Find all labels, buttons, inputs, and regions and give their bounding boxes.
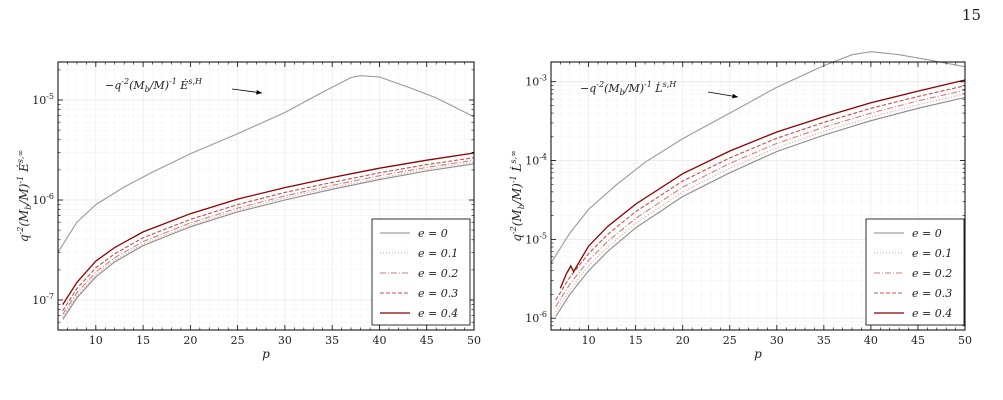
chart-angular: 10 15 20 25 30 35 40 45 50 10-6 10-5 10-4 10-3 p q-2(M… — [509, 51, 972, 361]
y-tick-label: 10-6 — [525, 310, 547, 325]
series-line — [555, 96, 966, 317]
x-tick-label: 35 — [817, 334, 831, 347]
series-line — [555, 89, 966, 307]
x-tick-label: 30 — [770, 334, 784, 347]
y-axis-label: q-2(Mb/M)-1 Ės,∞ — [16, 150, 33, 242]
arrow-head — [732, 93, 738, 99]
series-line — [559, 79, 966, 289]
x-tick-label: 20 — [183, 334, 197, 347]
y-tick-label: 10-3 — [525, 74, 547, 89]
legend-label: e = 0.3 — [912, 287, 952, 300]
series-line — [555, 93, 966, 313]
x-axis-label: p — [262, 347, 270, 361]
legend-label: e = 0.2 — [418, 267, 458, 280]
y-tick-label: 10-5 — [525, 231, 547, 246]
series-line — [62, 163, 475, 320]
x-tick-label: 25 — [231, 334, 245, 347]
legend-label: e = 0 — [912, 227, 942, 240]
x-tick-label: 15 — [136, 334, 150, 347]
legend-label: e = 0.4 — [418, 307, 458, 320]
series-line — [62, 159, 475, 315]
legend-label: e = 0.3 — [418, 287, 458, 300]
legend-box — [371, 218, 471, 326]
legend-box — [865, 218, 965, 326]
y-tick-label: 10-7 — [32, 292, 54, 307]
horizon-annotation: −q-2(Mb/M)-1 L̇s,H — [580, 80, 677, 97]
y-tick-label: 10-5 — [32, 92, 54, 107]
series-line — [62, 152, 475, 305]
legend-label: e = 0.1 — [912, 247, 952, 260]
x-tick-label: 10 — [89, 334, 103, 347]
x-tick-label: 30 — [278, 334, 292, 347]
series-line — [62, 157, 475, 312]
x-tick-label: 15 — [629, 334, 643, 347]
chart-energy: 10 15 20 25 30 35 40 45 50 10-7 10-6 10-5 p q-2(Mb/M)… — [16, 61, 481, 361]
x-tick-label: 25 — [723, 334, 737, 347]
legend-label: e = 0.1 — [418, 247, 458, 260]
legend-label: e = 0.4 — [912, 307, 952, 320]
x-tick-label: 35 — [325, 334, 339, 347]
x-tick-label: 20 — [676, 334, 690, 347]
series-line — [555, 85, 966, 301]
horizon-curve — [57, 75, 475, 253]
x-tick-label: 50 — [467, 334, 481, 347]
x-tick-label: 10 — [582, 334, 596, 347]
y-axis-label: q-2(Mb/M)-1 L̇s,∞ — [509, 150, 526, 242]
grid — [550, 62, 966, 330]
x-tick-label: 40 — [372, 334, 386, 347]
x-axis-label: p — [754, 347, 762, 361]
arrow-head — [256, 89, 262, 95]
x-tick-label: 50 — [958, 334, 972, 347]
series-line — [62, 161, 475, 318]
horizon-annotation: −q-2(Mb/M)-1 Ės,H — [105, 77, 203, 94]
y-tick-label: 10-6 — [32, 192, 54, 207]
x-tick-label: 45 — [420, 334, 434, 347]
legend-label: e = 0 — [418, 227, 448, 240]
legend: e = 0 e = 0.1 e = 0.2 e = 0.3 e = 0.4 — [865, 218, 965, 326]
legend: e = 0 e = 0.1 e = 0.2 e = 0.3 e = 0.4 — [371, 218, 471, 326]
x-tick-label: 40 — [864, 334, 878, 347]
caption-fragment — [60, 370, 940, 400]
y-tick-label: 10-4 — [525, 153, 547, 168]
horizon-curve — [550, 51, 966, 264]
x-tick-label: 45 — [911, 334, 925, 347]
page-number: 15 — [961, 6, 981, 24]
legend-label: e = 0.2 — [912, 267, 952, 280]
figure-panels: 10 15 20 25 30 35 40 45 50 10-7 10-6 10-5 p q-2(Mb/M)… — [16, 51, 972, 361]
